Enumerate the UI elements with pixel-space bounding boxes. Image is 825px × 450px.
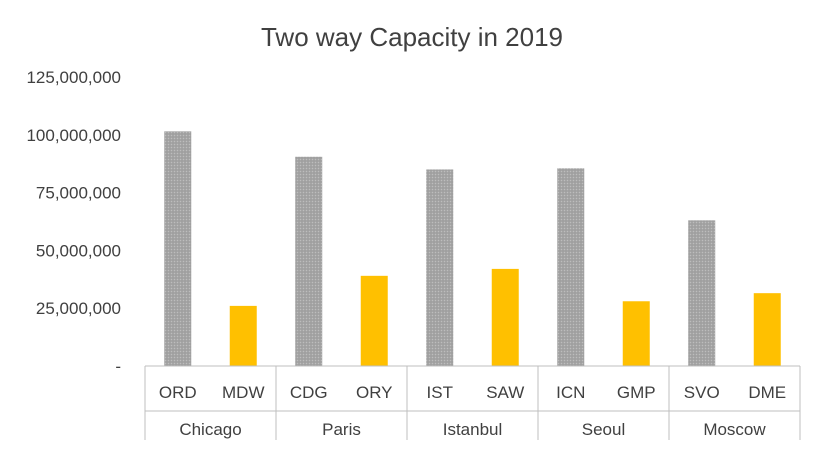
airport-label: MDW bbox=[222, 383, 264, 402]
bar-ist bbox=[426, 169, 454, 366]
airport-label: IST bbox=[427, 383, 453, 402]
bar-saw bbox=[491, 268, 519, 366]
y-tick-label: 25,000,000 bbox=[36, 299, 121, 318]
bars bbox=[164, 131, 781, 366]
airport-label: SAW bbox=[486, 383, 524, 402]
bar-mdw bbox=[229, 305, 257, 366]
city-label: Moscow bbox=[703, 420, 766, 439]
x-axis: ORD MDW Chicago CDG ORY Paris IST SAW Istanbul IC… bbox=[144, 365, 801, 440]
airport-label: ICN bbox=[556, 383, 585, 402]
bar-icn bbox=[557, 168, 585, 366]
city-label: Chicago bbox=[179, 420, 241, 439]
y-tick-label: 100,000,000 bbox=[26, 126, 121, 145]
airport-label: ORD bbox=[159, 383, 197, 402]
bar-cdg bbox=[295, 156, 323, 366]
bar-dme bbox=[753, 293, 781, 366]
airport-label: GMP bbox=[617, 383, 656, 402]
bar-ord bbox=[164, 131, 192, 366]
city-label: Paris bbox=[322, 420, 361, 439]
y-axis: - 25,000,000 50,000,000 75,000,000 100,000,0… bbox=[26, 68, 121, 376]
airport-label: CDG bbox=[290, 383, 328, 402]
y-tick-label: - bbox=[115, 357, 121, 376]
airport-label: ORY bbox=[356, 383, 393, 402]
y-tick-label: 75,000,000 bbox=[36, 184, 121, 203]
airport-label: DME bbox=[748, 383, 786, 402]
bar-svo bbox=[688, 220, 716, 366]
city-label: Istanbul bbox=[443, 420, 503, 439]
bar-ory bbox=[360, 275, 388, 366]
y-tick-label: 125,000,000 bbox=[26, 68, 121, 87]
airport-label: SVO bbox=[684, 383, 720, 402]
chart-title: Two way Capacity in 2019 bbox=[261, 22, 563, 52]
city-label: Seoul bbox=[582, 420, 625, 439]
y-tick-label: 50,000,000 bbox=[36, 241, 121, 260]
bar-gmp bbox=[622, 301, 650, 366]
